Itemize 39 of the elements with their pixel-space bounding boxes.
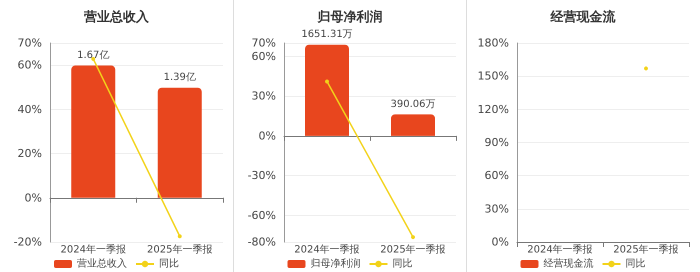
x-tick-label: 2024年一季报 bbox=[527, 244, 593, 256]
x-tick-label: 2025年一季报 bbox=[380, 244, 446, 256]
legend-label: 经营现金流 bbox=[544, 258, 594, 270]
y-tick-label: 30% bbox=[484, 202, 509, 216]
y-tick-label: 120% bbox=[478, 102, 509, 116]
x-tick-label: 2025年一季报 bbox=[147, 244, 212, 256]
y-tick-label: 90% bbox=[484, 136, 509, 149]
y-tick-label: 60% bbox=[484, 169, 509, 182]
data-label: 390.06万 bbox=[390, 98, 436, 110]
x-tick-label: 2024年一季报 bbox=[294, 244, 360, 256]
y-tick-label: -30% bbox=[248, 169, 276, 182]
y-tick-label: 150% bbox=[478, 70, 509, 83]
y-tick-label: -80% bbox=[248, 236, 276, 248]
x-tick-label: 2024年一季报 bbox=[60, 244, 126, 256]
y-tick-label: 180% bbox=[478, 36, 509, 50]
data-label: 1651.31万 bbox=[301, 29, 353, 40]
legend-label: 同比 bbox=[626, 258, 646, 270]
legend-label: 同比 bbox=[392, 258, 412, 270]
legend-label: 营业总收入 bbox=[77, 258, 127, 270]
chart-title: 经营现金流 bbox=[550, 9, 616, 25]
y-tick-label: 60% bbox=[18, 58, 42, 72]
y-tick-label: -60% bbox=[248, 208, 276, 222]
y-tick-label: 70% bbox=[252, 36, 276, 50]
y-tick-label: 20% bbox=[18, 147, 42, 160]
y-tick-label: 0% bbox=[258, 129, 276, 142]
data-label: 1.39亿 bbox=[164, 72, 196, 84]
y-tick-label: 60% bbox=[252, 50, 276, 63]
chart-title: 营业总收入 bbox=[83, 9, 150, 25]
y-tick-label: 70% bbox=[18, 36, 42, 50]
y-tick-label: 0% bbox=[492, 236, 509, 248]
y-tick-label: -20% bbox=[14, 236, 42, 248]
data-label: 1.67亿 bbox=[77, 50, 110, 62]
chart-title: 归母净利润 bbox=[316, 9, 382, 25]
y-tick-label: 30% bbox=[252, 90, 276, 103]
legend-label: 同比 bbox=[159, 258, 179, 270]
y-tick-label: 0% bbox=[24, 191, 42, 204]
legend-label: 归母净利润 bbox=[310, 258, 360, 270]
x-tick-label: 2025年一季报 bbox=[613, 244, 679, 256]
y-tick-label: 40% bbox=[18, 102, 42, 116]
